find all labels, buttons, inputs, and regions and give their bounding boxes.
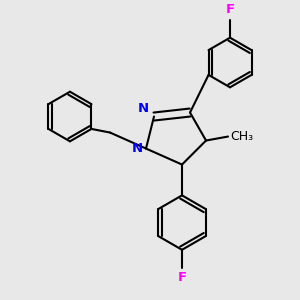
Text: N: N [138, 101, 149, 115]
Text: F: F [226, 4, 235, 16]
Text: F: F [178, 271, 187, 284]
Text: CH₃: CH₃ [230, 130, 253, 143]
Text: N: N [132, 142, 143, 155]
